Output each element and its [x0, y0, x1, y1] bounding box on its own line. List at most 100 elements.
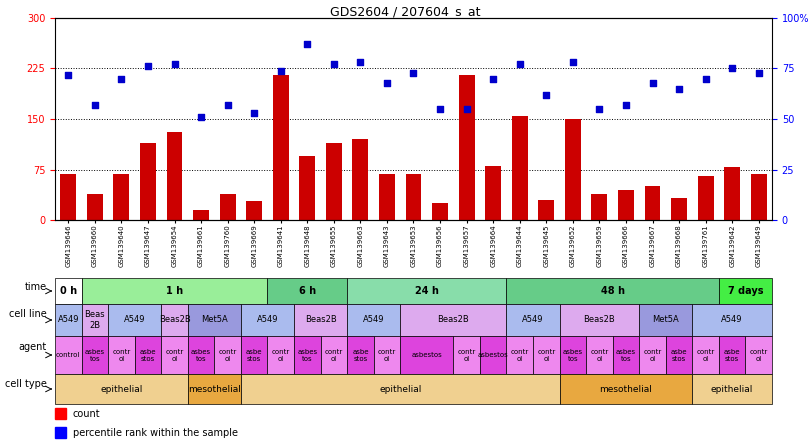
Bar [55, 336, 82, 374]
Text: A549: A549 [722, 316, 743, 325]
Point [115, 75, 128, 82]
Text: Beas2B: Beas2B [437, 316, 469, 325]
Bar [560, 374, 693, 404]
Text: cell type: cell type [5, 378, 47, 388]
Text: contr
ol: contr ol [590, 349, 608, 361]
Bar [352, 139, 369, 220]
Point [275, 67, 288, 74]
Text: contr
ol: contr ol [219, 349, 237, 361]
Bar [400, 304, 506, 336]
Text: epithelial: epithelial [711, 385, 753, 393]
Point [672, 85, 685, 92]
Text: contr
ol: contr ol [113, 349, 130, 361]
Text: 0 h: 0 h [60, 286, 77, 296]
Text: Met5A: Met5A [201, 316, 228, 325]
Bar [241, 304, 294, 336]
Bar [87, 194, 103, 220]
Bar [639, 304, 693, 336]
Bar [347, 278, 506, 304]
Text: 24 h: 24 h [415, 286, 439, 296]
Bar [693, 304, 772, 336]
Point [248, 109, 261, 116]
Text: asbes
tos: asbes tos [191, 349, 211, 361]
Text: cell line: cell line [9, 309, 47, 319]
Bar [666, 336, 693, 374]
Point [487, 75, 500, 82]
Bar [193, 210, 209, 220]
Text: asbes
tos: asbes tos [616, 349, 636, 361]
Bar [560, 336, 586, 374]
Point [301, 41, 313, 48]
Bar [751, 174, 767, 220]
Text: 48 h: 48 h [601, 286, 625, 296]
Point [168, 61, 181, 68]
Text: asbe
stos: asbe stos [246, 349, 262, 361]
Text: 6 h: 6 h [299, 286, 316, 296]
Text: Met5A: Met5A [652, 316, 679, 325]
Bar [560, 304, 639, 336]
Text: A549: A549 [124, 316, 146, 325]
Bar [724, 167, 740, 220]
Bar [267, 278, 347, 304]
Bar [188, 374, 241, 404]
Bar [379, 174, 395, 220]
Point [514, 61, 526, 68]
Bar [55, 427, 66, 438]
Bar [347, 336, 373, 374]
Bar [506, 336, 533, 374]
Point [381, 79, 394, 86]
Bar [300, 156, 315, 220]
Bar [591, 194, 608, 220]
Point [726, 65, 739, 72]
Text: asbes
tos: asbes tos [85, 349, 105, 361]
Text: agent: agent [19, 342, 47, 352]
Point [460, 105, 473, 112]
Bar [458, 75, 475, 220]
Bar [612, 336, 639, 374]
Bar [140, 143, 156, 220]
Bar [480, 336, 506, 374]
Bar [220, 194, 236, 220]
Bar [188, 304, 241, 336]
Bar [161, 304, 188, 336]
Text: 1 h: 1 h [166, 286, 183, 296]
Text: asbes
tos: asbes tos [297, 349, 318, 361]
Bar [586, 336, 612, 374]
Bar [671, 198, 687, 220]
Text: asbestos: asbestos [411, 352, 442, 358]
Text: A549: A549 [363, 316, 385, 325]
Bar [246, 201, 262, 220]
Point [142, 63, 155, 70]
Text: GDS2604 / 207604_s_at: GDS2604 / 207604_s_at [330, 5, 480, 18]
Bar [565, 119, 581, 220]
Bar [618, 190, 634, 220]
Bar [326, 143, 342, 220]
Text: contr
ol: contr ol [458, 349, 475, 361]
Text: 7 days: 7 days [727, 286, 763, 296]
Text: A549: A549 [522, 316, 544, 325]
Point [354, 59, 367, 66]
Point [88, 101, 101, 108]
Bar [539, 200, 554, 220]
Bar [506, 304, 560, 336]
Bar [321, 336, 347, 374]
Bar [645, 186, 660, 220]
Bar [506, 278, 719, 304]
Text: A549: A549 [257, 316, 278, 325]
Bar [432, 203, 448, 220]
Bar [108, 304, 161, 336]
Point [194, 113, 207, 120]
Text: epithelial: epithelial [100, 385, 143, 393]
Bar [113, 174, 130, 220]
Point [327, 61, 340, 68]
Point [407, 69, 420, 76]
Point [752, 69, 765, 76]
Text: mesothelial: mesothelial [599, 385, 652, 393]
Bar [60, 174, 76, 220]
Bar [294, 336, 321, 374]
Bar [241, 336, 267, 374]
Bar [273, 75, 288, 220]
Text: A549: A549 [58, 316, 79, 325]
Bar [454, 336, 480, 374]
Bar [400, 336, 454, 374]
